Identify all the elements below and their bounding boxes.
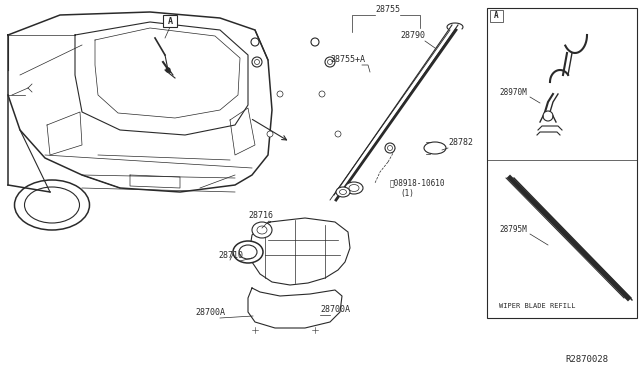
Bar: [490, 10, 503, 22]
Circle shape: [252, 57, 262, 67]
Bar: [487, 8, 637, 318]
Text: 28755: 28755: [375, 5, 400, 14]
Text: A: A: [168, 16, 173, 26]
Text: WIPER BLADE REFILL: WIPER BLADE REFILL: [499, 303, 575, 309]
Ellipse shape: [252, 222, 272, 238]
Text: 28970M: 28970M: [499, 88, 527, 97]
Circle shape: [335, 131, 341, 137]
Ellipse shape: [424, 142, 446, 154]
Ellipse shape: [257, 226, 267, 234]
Text: 28795M: 28795M: [499, 225, 527, 234]
Text: A: A: [494, 12, 499, 20]
Ellipse shape: [336, 187, 350, 197]
Circle shape: [311, 38, 319, 46]
Circle shape: [251, 38, 259, 46]
Ellipse shape: [239, 245, 257, 259]
Text: (1): (1): [400, 189, 414, 198]
Circle shape: [277, 91, 283, 97]
Ellipse shape: [233, 241, 263, 263]
Ellipse shape: [349, 185, 359, 192]
Circle shape: [328, 60, 333, 64]
Circle shape: [267, 131, 273, 137]
Circle shape: [255, 60, 259, 64]
Circle shape: [387, 145, 392, 151]
Text: 28716: 28716: [248, 211, 273, 220]
Text: 28700A: 28700A: [195, 308, 225, 317]
Ellipse shape: [345, 182, 363, 194]
Text: 28790: 28790: [400, 31, 425, 40]
Text: R2870028: R2870028: [565, 355, 608, 364]
Text: ⓝ08918-10610: ⓝ08918-10610: [390, 178, 445, 187]
Circle shape: [166, 68, 170, 72]
Ellipse shape: [339, 189, 346, 195]
Circle shape: [385, 143, 395, 153]
Circle shape: [543, 111, 553, 121]
Circle shape: [325, 57, 335, 67]
Circle shape: [319, 91, 325, 97]
Text: 28700A: 28700A: [320, 305, 350, 314]
Text: 28755+A: 28755+A: [330, 55, 365, 64]
Bar: [163, 15, 177, 27]
Text: 28710: 28710: [218, 251, 243, 260]
Text: 28782: 28782: [448, 138, 473, 147]
